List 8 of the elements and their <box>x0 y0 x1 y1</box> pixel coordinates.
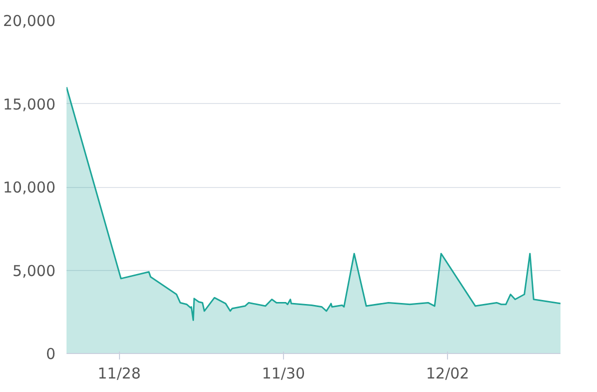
y-tick-label: 5,000 <box>12 262 56 280</box>
x-tick-label: 12/02 <box>426 364 470 382</box>
y-tick-label: 0 <box>46 345 56 363</box>
x-tick-label: 11/28 <box>98 364 141 382</box>
x-tick-label: 11/30 <box>262 364 306 382</box>
y-tick-label: 10,000 <box>3 178 56 196</box>
y-tick-label: 20,000 <box>3 12 56 30</box>
y-tick-label: 15,000 <box>3 95 56 114</box>
